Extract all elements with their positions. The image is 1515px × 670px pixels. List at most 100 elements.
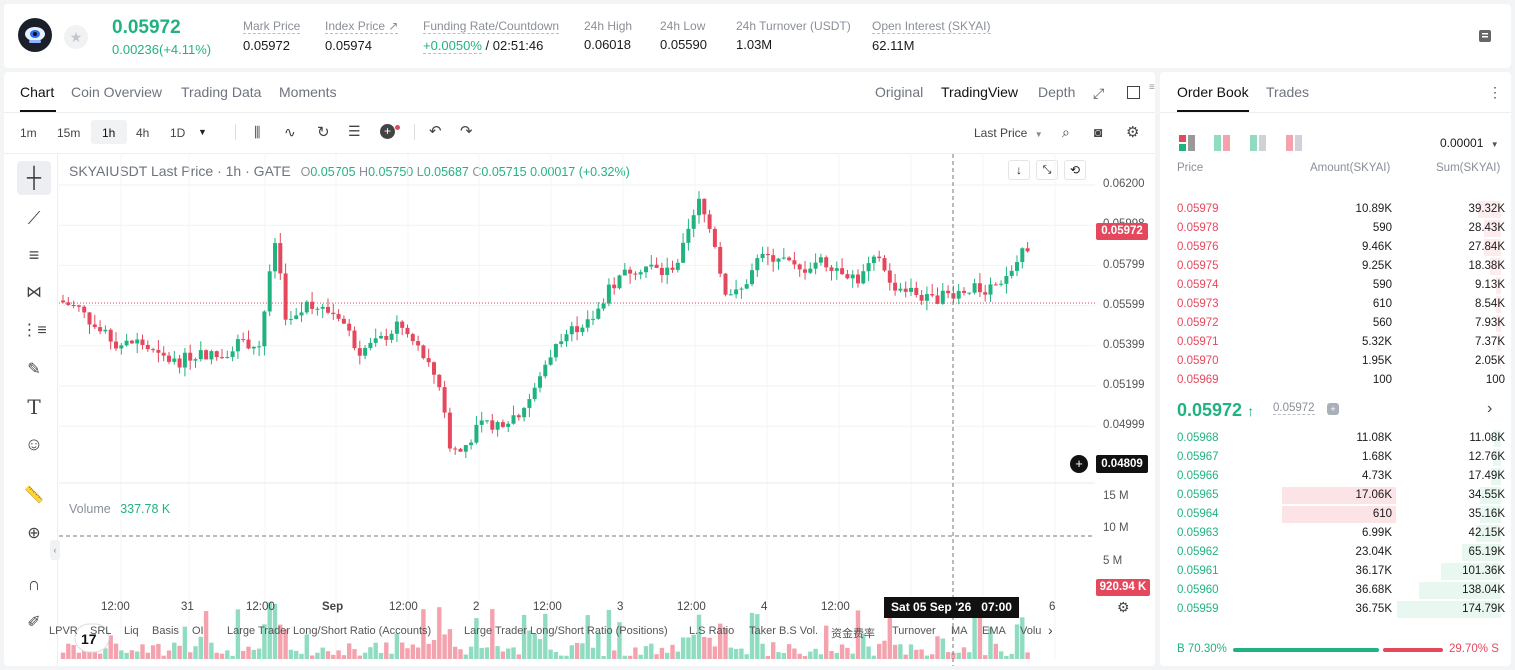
timeframe-dropdown-icon[interactable]: ▼ [198,127,207,137]
ask-row[interactable]: 0.05978 590 28.43K [1160,219,1515,238]
chart-refresh-button[interactable]: ⟲ [1064,160,1086,180]
candle-type-icon[interactable]: ⫼ [254,124,261,140]
brush-tool-icon[interactable]: ✎ [27,361,41,378]
ask-row[interactable]: 0.05976 9.46K 27.84K [1160,238,1515,257]
indicator-ls-ratio[interactable]: L.S Ratio [689,625,735,637]
indicator-turnover[interactable]: Turnover [892,625,936,637]
ask-row[interactable]: 0.05971 5.32K 7.37K [1160,333,1515,352]
window-icon[interactable] [1127,86,1140,99]
ask-row[interactable]: 0.05972 560 7.93K [1160,314,1515,333]
crosshair-tool-icon[interactable]: ┼ [17,161,51,195]
emoji-tool-icon[interactable]: ☺ [24,433,44,454]
indicator-oi[interactable]: OI [192,625,204,637]
collapse-toolbar-handle[interactable]: ‹ [50,540,60,560]
bid-row[interactable]: 0.05960 36.68K 138.04K [1160,581,1515,600]
ask-row[interactable]: 0.05975 9.25K 18.38K [1160,257,1515,276]
more-options-icon[interactable]: ⋮ [1488,84,1502,100]
chevron-right-icon[interactable]: › [1487,400,1493,417]
undo-icon[interactable]: ↶ [429,123,442,140]
indicator-srl[interactable]: SRL [90,625,112,637]
pattern-tool-icon[interactable]: ⋈ [26,284,42,301]
timeframe-4h[interactable]: 4h [136,126,150,140]
add-indicator-icon[interactable]: + [380,124,395,139]
indicator-ma[interactable]: MA [951,625,968,637]
bid-row[interactable]: 0.05965 17.06K 34.55K [1160,486,1515,505]
indicator-basis[interactable]: Basis [152,625,179,637]
chart-download-button[interactable]: ↓ [1008,160,1030,180]
bid-row[interactable]: 0.05961 36.17K 101.36K [1160,562,1515,581]
fib-tool-icon[interactable]: ⋮≡ [21,322,47,339]
pencil-lock-icon[interactable]: ✐ [27,614,41,631]
indicator-volume[interactable]: Volu [1020,625,1042,637]
candlestick-chart[interactable]: 17 [59,154,1155,666]
add-alert-icon[interactable]: + [1070,455,1088,473]
tab-coin-overview[interactable]: Coin Overview [71,84,163,100]
layout-bids-icon[interactable] [1250,135,1266,151]
candle-body [956,290,961,299]
view-depth[interactable]: Depth [1038,84,1076,100]
tab-order-book[interactable]: Order Book [1177,84,1249,100]
chart-collapse-button[interactable]: ⤡ [1036,160,1058,180]
notes-icon[interactable] [1477,28,1495,44]
time-axis-label: 12:00 [246,601,275,613]
view-tradingview[interactable]: TradingView [941,84,1019,100]
mid-price[interactable]: 0.05972 ↑ [1177,400,1254,421]
redo-icon[interactable]: ↷ [460,123,473,140]
ask-row[interactable]: 0.05969 100 100 [1160,371,1515,390]
settings-gear-icon[interactable]: ⚙ [1126,124,1140,141]
layout-asks-icon[interactable] [1286,135,1302,151]
tab-trades[interactable]: Trades [1266,84,1310,100]
bid-row[interactable]: 0.05967 1.68K 12.76K [1160,448,1515,467]
bid-row[interactable]: 0.05962 23.04K 65.19K [1160,543,1515,562]
ask-row[interactable]: 0.05979 10.89K 39.32K [1160,200,1515,219]
bid-row[interactable]: 0.05959 36.75K 174.79K [1160,600,1515,619]
replay-icon[interactable]: ↻ [317,124,330,141]
indicators-icon[interactable]: ∿ [284,124,296,140]
bid-row[interactable]: 0.05964 610 35.16K [1160,505,1515,524]
layout-both-alt-icon[interactable] [1214,135,1230,151]
indicator-large-trader-positions[interactable]: Large Trader Long/Short Ratio (Positions… [464,625,668,637]
favorite-star-icon[interactable]: ★ [64,25,88,49]
indicator-liq[interactable]: Liq [124,625,139,637]
indicator-ema[interactable]: EMA [982,625,1006,637]
view-original[interactable]: Original [875,84,924,100]
horizontal-lines-icon[interactable]: ≡ [28,244,40,265]
timeframe-1h[interactable]: 1h [102,126,116,140]
price-type-select[interactable]: Last Price ▼ [974,126,1043,140]
tab-chart[interactable]: Chart [20,84,55,100]
text-tool-icon[interactable]: T [27,395,41,419]
precision-select[interactable]: 0.00001 ▼ [1440,136,1499,150]
stat-index-price[interactable]: Index Price ↗ 0.05974 [325,19,399,53]
candle-body [612,284,617,289]
ruler-tool-icon[interactable]: 📏 [24,487,44,504]
ask-row[interactable]: 0.05974 590 9.13K [1160,276,1515,295]
ask-row[interactable]: 0.05973 610 8.54K [1160,295,1515,314]
tab-trading-data[interactable]: Trading Data [181,84,262,100]
indicator-scroll-right-icon[interactable]: › [1048,622,1053,638]
volume-bar [92,650,97,659]
drag-handle-icon[interactable]: ≡ [1149,82,1155,93]
timeframe-15m[interactable]: 15m [57,126,81,140]
indicator-lpvr[interactable]: LPVR [49,625,78,637]
layout-both-icon[interactable] [1179,135,1195,151]
timeframe-1d[interactable]: 1D [170,126,186,140]
indicator-funding-rate[interactable]: 资金费率 [831,628,875,640]
ask-row[interactable]: 0.05970 1.95K 2.05K [1160,352,1515,371]
search-icon[interactable]: ⌕ [1062,124,1070,140]
bid-row[interactable]: 0.05966 4.73K 17.49K [1160,467,1515,486]
trend-line-icon[interactable]: ⟋ [27,207,41,228]
time-axis-label: 12:00 [101,601,130,613]
zoom-tool-icon[interactable]: ⊕ [27,525,41,542]
tab-moments[interactable]: Moments [279,84,337,100]
timeframe-1m[interactable]: 1m [20,126,37,140]
axis-settings-icon[interactable]: ⚙ [1117,599,1130,615]
indicator-taker-vol[interactable]: Taker B.S Vol. [749,625,819,637]
camera-icon[interactable]: ◙ [1094,124,1103,140]
indicator-large-trader-accounts[interactable]: Large Trader Long/Short Ratio (Accounts) [227,625,432,637]
magnet-tool-icon[interactable]: ∩ [27,573,41,594]
bid-row[interactable]: 0.05968 11.08K 11.08K [1160,429,1515,448]
candle-body [834,268,839,271]
bid-row[interactable]: 0.05963 6.99K 42.15K [1160,524,1515,543]
expand-icon[interactable]: ⤢ [1093,85,1105,101]
templates-icon[interactable]: ☰ [348,123,361,139]
